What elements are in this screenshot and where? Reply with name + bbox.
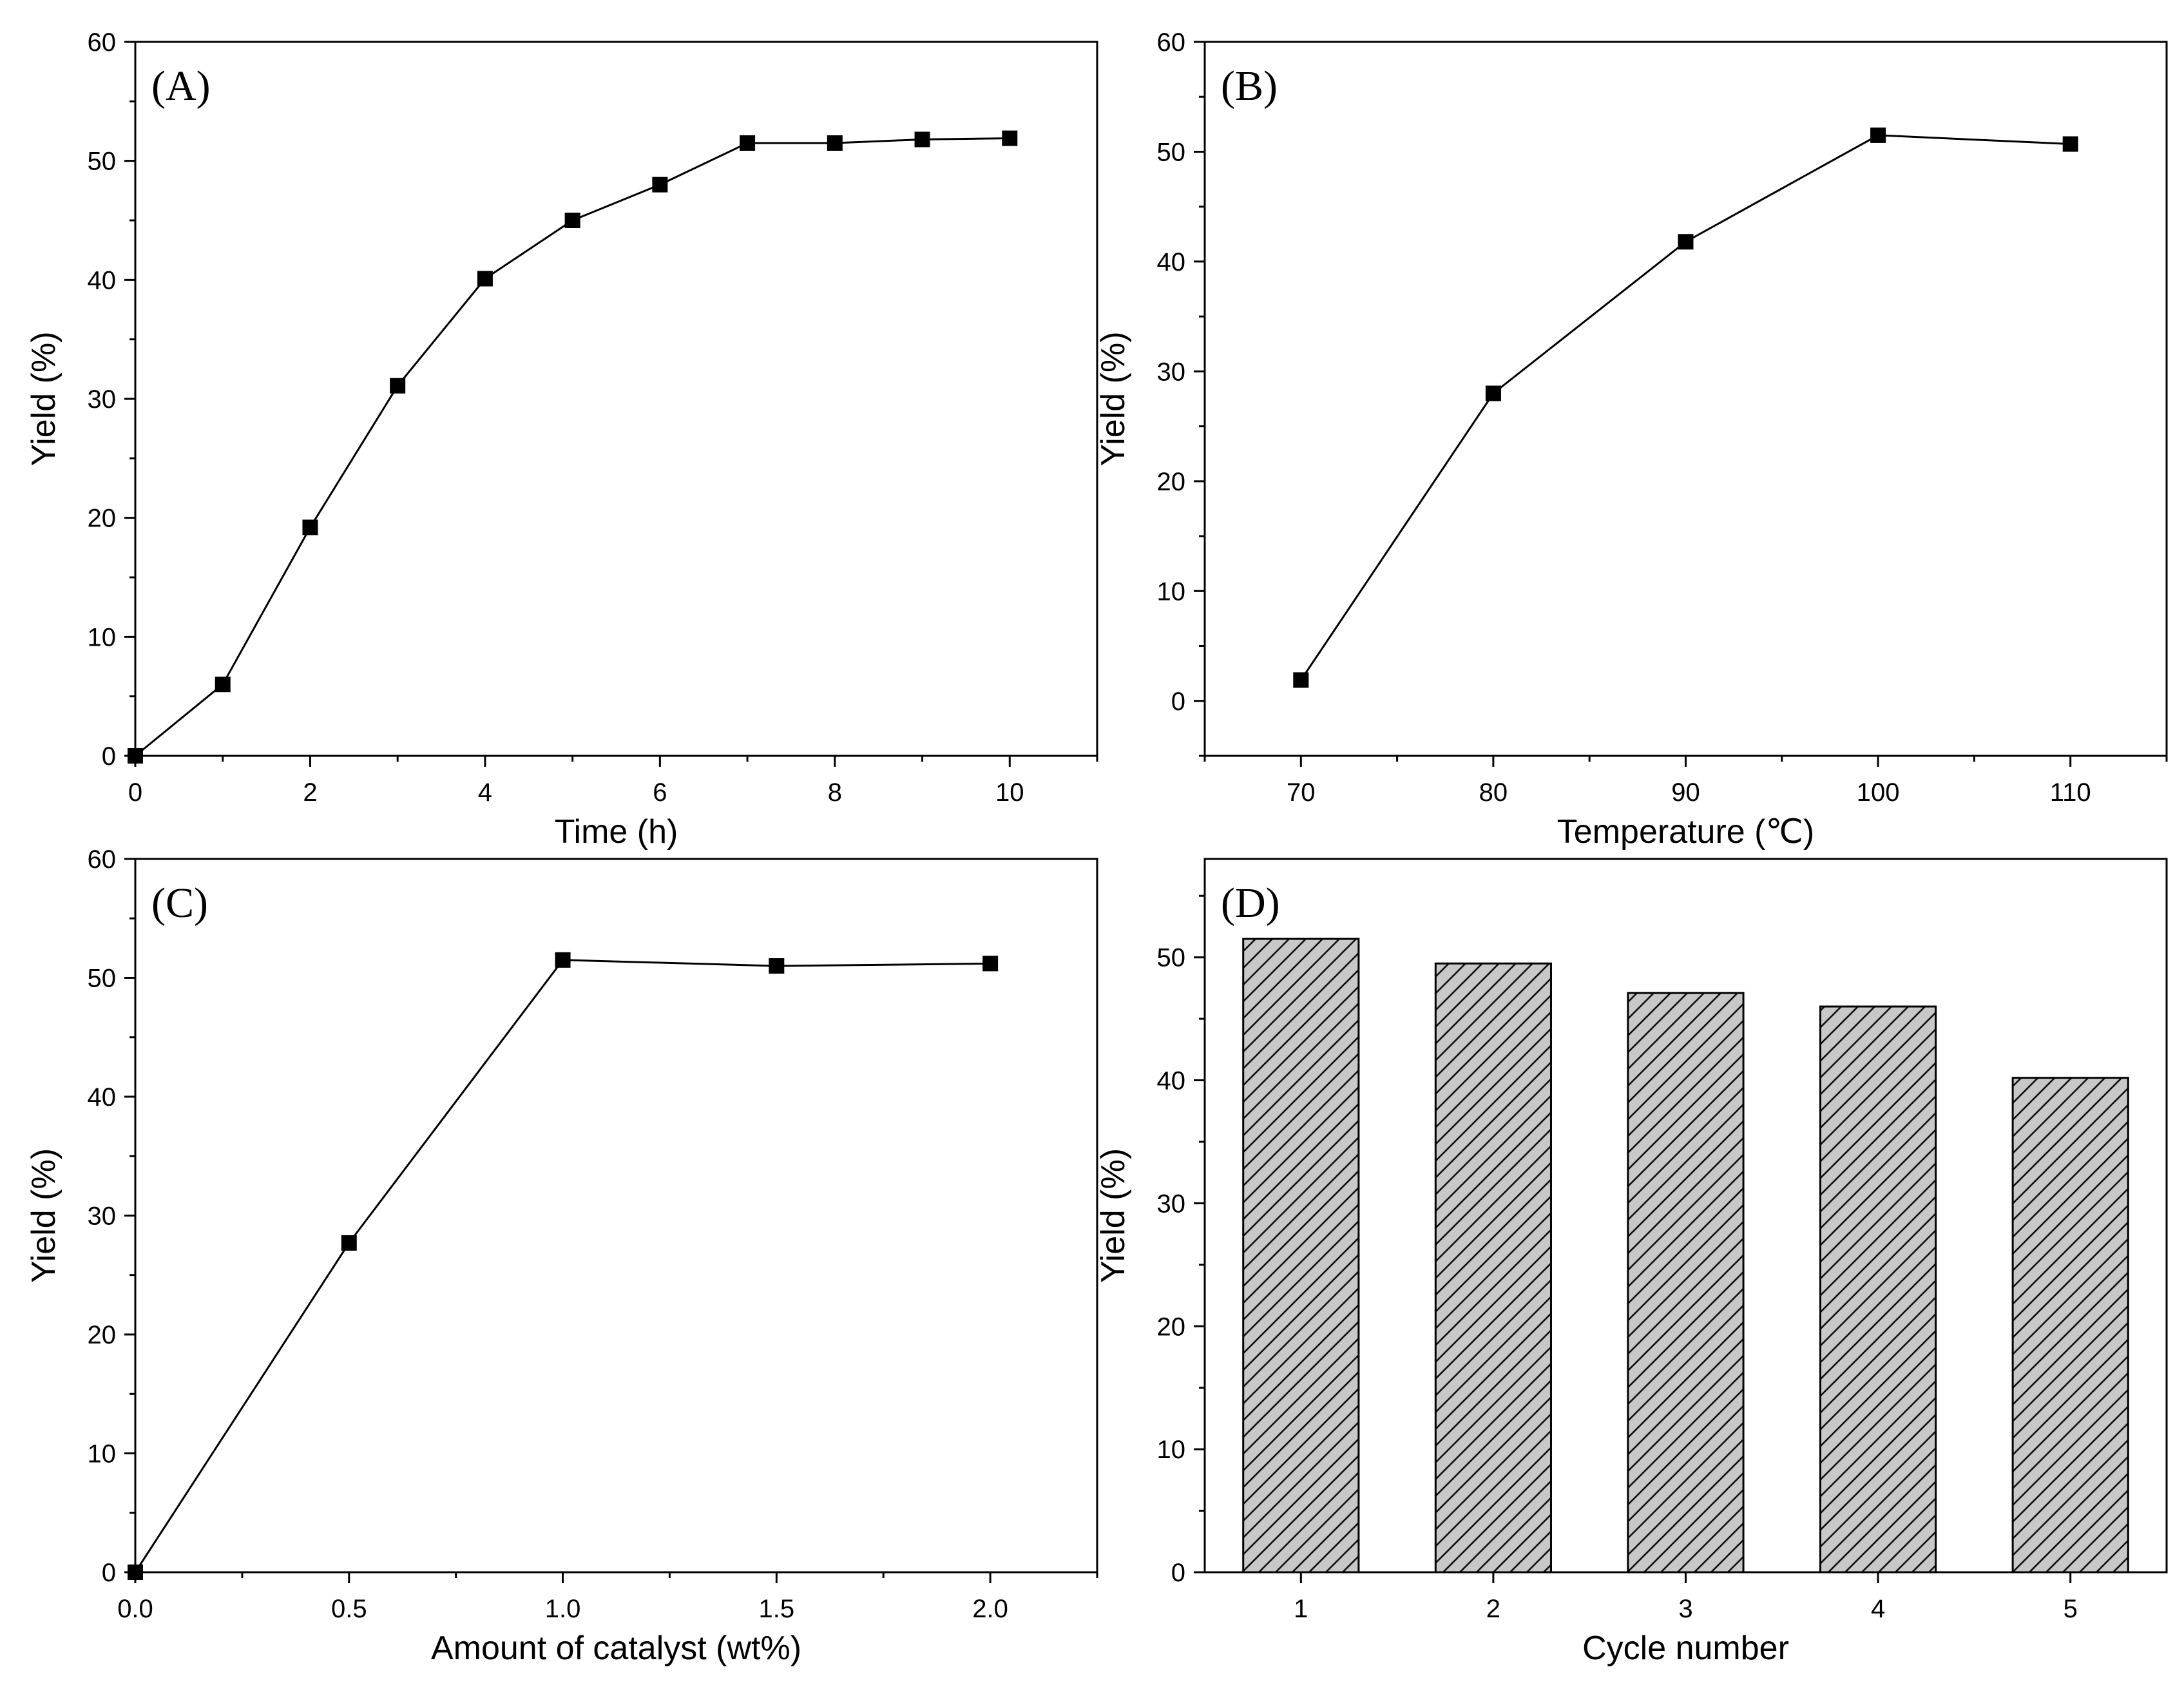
bar-cycle-2 bbox=[1434, 962, 1552, 1574]
x-tick-label: 90 bbox=[1671, 778, 1700, 807]
x-tick-label: 8 bbox=[828, 778, 842, 807]
plot-frame bbox=[134, 41, 1098, 757]
y-tick-label: 10 bbox=[1157, 1436, 1186, 1464]
data-point bbox=[215, 677, 231, 693]
y-axis-label: Yield (%) bbox=[1095, 331, 1132, 466]
y-tick-label: 10 bbox=[88, 623, 117, 651]
data-point bbox=[982, 956, 999, 972]
y-tick-label: 0 bbox=[1171, 1559, 1185, 1587]
panel-label: (D) bbox=[1221, 880, 1280, 927]
data-point bbox=[128, 1565, 143, 1580]
y-tick-label: 60 bbox=[1157, 28, 1186, 57]
data-point bbox=[555, 952, 571, 968]
y-tick-label: 50 bbox=[88, 965, 117, 993]
data-point bbox=[1293, 672, 1309, 688]
y-tick-label: 0 bbox=[102, 742, 116, 771]
data-point bbox=[1678, 234, 1694, 250]
data-point bbox=[390, 378, 406, 394]
panel-c: 0 10 20 30 40 50 60 0.0 0.5 1.0 1.5 2.0 Amount of ca… bbox=[25, 845, 1098, 1667]
y-tick-label: 60 bbox=[88, 845, 117, 874]
y-tick-label: 40 bbox=[88, 266, 117, 294]
data-point bbox=[2062, 136, 2078, 152]
data-point bbox=[769, 958, 785, 974]
y-tick-label: 40 bbox=[88, 1083, 117, 1112]
x-tick-label: 4 bbox=[478, 778, 492, 807]
y-tick-label: 20 bbox=[88, 505, 117, 533]
panel-b: 0 10 20 30 40 50 60 70 80 90 100 110 Temperature (℃)… bbox=[1095, 28, 2168, 851]
series-line bbox=[135, 137, 1010, 757]
panel-d: 0 10 20 30 40 50 1 2 3 4 5 Cycle number Yield (%) (D) bbox=[1095, 858, 2168, 1667]
panel-label: (A) bbox=[151, 63, 211, 110]
x-tick-label: 100 bbox=[1857, 778, 1900, 807]
y-tick-label: 30 bbox=[1157, 358, 1186, 386]
data-point bbox=[652, 177, 668, 193]
bar-cycle-3 bbox=[1627, 992, 1745, 1574]
y-tick-label: 30 bbox=[1157, 1189, 1186, 1218]
x-tick-label: 5 bbox=[2064, 1595, 2078, 1623]
series-line bbox=[1300, 134, 2071, 681]
data-point bbox=[827, 135, 843, 151]
y-tick-label: 50 bbox=[1157, 138, 1186, 166]
data-point bbox=[302, 519, 318, 535]
data-point bbox=[477, 271, 493, 287]
data-point bbox=[341, 1235, 357, 1251]
x-tick-label: 0.5 bbox=[331, 1595, 367, 1623]
y-tick-label: 10 bbox=[1157, 577, 1186, 606]
y-tick-label: 40 bbox=[1157, 248, 1186, 276]
x-tick-label: 2.0 bbox=[972, 1595, 1008, 1623]
y-tick-label: 50 bbox=[88, 148, 117, 176]
bar-cycle-4 bbox=[1819, 1005, 1937, 1574]
data-point bbox=[1002, 130, 1018, 146]
y-tick-label: 10 bbox=[88, 1440, 117, 1468]
y-tick-label: 30 bbox=[88, 1202, 117, 1231]
panel-label: (C) bbox=[151, 880, 208, 927]
series-line bbox=[134, 959, 991, 1573]
y-tick-label: 20 bbox=[1157, 468, 1186, 496]
data-point bbox=[1485, 385, 1501, 401]
x-tick-label: 2 bbox=[1486, 1595, 1500, 1623]
y-axis-label: Yield (%) bbox=[25, 331, 62, 466]
y-tick-label: 20 bbox=[1157, 1313, 1186, 1341]
y-tick-label: 0 bbox=[1171, 688, 1185, 716]
plot-frame bbox=[1203, 41, 2168, 757]
data-point bbox=[564, 213, 580, 228]
y-tick-label: 40 bbox=[1157, 1067, 1186, 1095]
panel-a: 0 10 20 30 40 50 60 0 2 4 6 8 10 Time (h) Yield (%) (A) bbox=[25, 28, 1098, 851]
x-tick-label: 80 bbox=[1479, 778, 1508, 807]
x-tick-label: 0.0 bbox=[117, 1595, 153, 1623]
y-tick-label: 0 bbox=[102, 1559, 116, 1587]
y-tick-label: 20 bbox=[88, 1321, 117, 1349]
x-tick-label: 3 bbox=[1678, 1595, 1692, 1623]
y-axis-label: Yield (%) bbox=[1095, 1148, 1132, 1283]
x-tick-label: 1.5 bbox=[759, 1595, 795, 1623]
x-axis-label: Time (h) bbox=[555, 813, 678, 851]
bar-cycle-1 bbox=[1242, 938, 1360, 1574]
x-axis-label: Temperature (℃) bbox=[1557, 813, 1814, 851]
data-point bbox=[1870, 127, 1886, 143]
x-tick-label: 110 bbox=[2050, 778, 2091, 807]
x-tick-label: 0 bbox=[128, 778, 142, 807]
panel-label: (B) bbox=[1221, 63, 1278, 110]
x-tick-label: 1 bbox=[1294, 1595, 1308, 1623]
x-axis-label: Cycle number bbox=[1582, 1630, 1789, 1667]
data-point bbox=[128, 748, 143, 764]
data-point bbox=[740, 135, 756, 151]
x-tick-label: 6 bbox=[653, 778, 667, 807]
y-tick-label: 50 bbox=[1157, 944, 1186, 972]
x-tick-label: 70 bbox=[1287, 778, 1316, 807]
data-point bbox=[914, 131, 930, 148]
x-tick-label: 2 bbox=[303, 778, 317, 807]
y-tick-label: 30 bbox=[88, 385, 117, 414]
x-tick-label: 1.0 bbox=[545, 1595, 581, 1623]
bar-cycle-5 bbox=[2011, 1077, 2129, 1574]
y-axis-label: Yield (%) bbox=[25, 1148, 62, 1283]
y-tick-label: 60 bbox=[88, 28, 117, 57]
x-tick-label: 10 bbox=[995, 778, 1024, 807]
plot-frame bbox=[134, 858, 1098, 1574]
x-axis-label: Amount of catalyst (wt%) bbox=[431, 1630, 801, 1667]
x-tick-label: 4 bbox=[1871, 1595, 1885, 1623]
